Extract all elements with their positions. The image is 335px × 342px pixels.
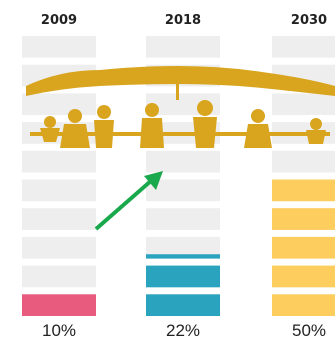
bar-segment-2018-6 <box>146 150 220 173</box>
bar-segment-2030-10 <box>272 36 335 58</box>
umbrella-canopy <box>26 66 335 96</box>
bar-segment-2009-10 <box>22 36 96 58</box>
bar-fill-2009-1 <box>22 294 96 316</box>
bar-segment-2018-10 <box>146 36 220 58</box>
year-label-2009: 2009 <box>41 13 77 28</box>
bar-segment-2018-4 <box>146 208 220 230</box>
family-silhouette <box>30 100 330 148</box>
umbrella-handle <box>176 84 179 100</box>
bar-segment-2009-3 <box>22 236 96 259</box>
year-label-2018: 2018 <box>165 13 201 28</box>
bar-fill-2018-2 <box>146 265 220 288</box>
year-label-2030: 2030 <box>291 13 327 28</box>
value-label-2009: 10% <box>42 321 76 340</box>
value-label-2018: 22% <box>166 321 200 340</box>
bar-fill-2030-4 <box>272 208 335 230</box>
bar-segment-2009-6 <box>22 150 96 173</box>
bar-fill-2030-3 <box>272 236 335 259</box>
bar-segment-2030-6 <box>272 150 335 173</box>
bar-segment-2018-5 <box>146 179 220 202</box>
bar-fill-2030-2 <box>272 265 335 288</box>
bar-segment-2009-5 <box>22 179 96 202</box>
umbrella-family-illustration <box>26 66 335 148</box>
bar-fill-2030-5 <box>272 179 335 202</box>
bar-fill-2030-1 <box>272 294 335 316</box>
bar-segment-2030-8 <box>272 93 335 116</box>
annotation-arrow <box>94 171 163 231</box>
bar-segment-2009-8 <box>22 93 96 116</box>
value-label-2030: 50% <box>292 321 326 340</box>
bar-fill-2018-1 <box>146 294 220 316</box>
bar-segment-2018-3 <box>146 236 220 259</box>
bar-segment-2009-4 <box>22 208 96 230</box>
bar-fill-2018-3 <box>146 254 220 259</box>
bar-segment-2009-2 <box>22 265 96 288</box>
